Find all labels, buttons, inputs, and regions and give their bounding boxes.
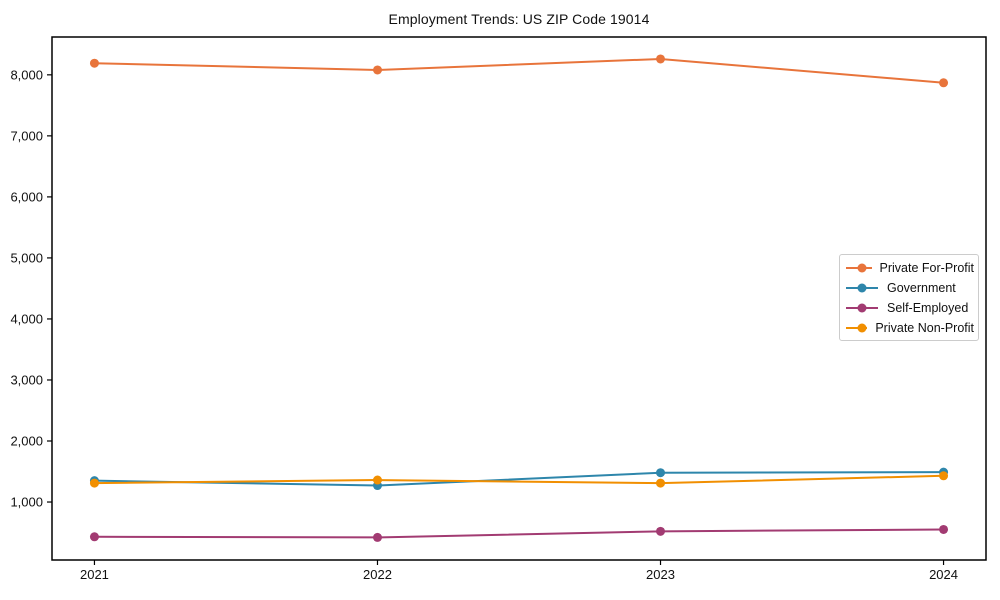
data-point-private-non-profit xyxy=(939,471,949,481)
legend: Private For-Profit Government Self-Employe… xyxy=(839,254,979,341)
data-point-private-for-profit xyxy=(89,58,99,68)
legend-item-label: Government xyxy=(887,280,956,295)
y-axis-tick-label: 8,000 xyxy=(10,67,43,82)
data-point-private-non-profit xyxy=(372,475,382,485)
data-point-private-non-profit xyxy=(89,478,99,488)
x-axis-tick-label: 2024 xyxy=(929,567,958,582)
data-point-self-employed xyxy=(372,532,382,542)
y-axis-tick-label: 3,000 xyxy=(10,372,43,387)
chart-title: Employment Trends: US ZIP Code 19014 xyxy=(388,11,650,27)
data-point-self-employed xyxy=(656,526,666,536)
legend-item-label: Private For-Profit xyxy=(879,260,974,275)
data-point-government xyxy=(656,468,666,478)
legend-item-self-employed: Self-Employed xyxy=(845,298,974,317)
y-axis-tick-label: 5,000 xyxy=(10,250,43,265)
series-line-private-non-profit xyxy=(93,474,945,485)
plot-border xyxy=(51,36,987,561)
series-line-government xyxy=(93,471,945,487)
legend-item-government: Government xyxy=(845,278,974,297)
legend-line-marker-icon xyxy=(846,263,872,272)
y-axis-tick-label: 1,000 xyxy=(10,495,43,510)
legend-item-label: Self-Employed xyxy=(887,300,969,315)
x-axis-tick-label: 2023 xyxy=(646,567,675,582)
data-point-private-for-profit xyxy=(656,54,666,64)
x-axis-tick-label: 2021 xyxy=(80,567,109,582)
data-point-private-for-profit xyxy=(372,65,382,75)
legend-line-marker-icon xyxy=(846,323,868,332)
data-point-private-non-profit xyxy=(656,478,666,488)
legend-item-label: Private Non-Profit xyxy=(875,320,974,335)
data-point-private-for-profit xyxy=(939,78,949,88)
y-axis-tick-label: 2,000 xyxy=(10,433,43,448)
data-point-self-employed xyxy=(89,532,99,542)
y-axis-tick-label: 6,000 xyxy=(10,189,43,204)
y-axis-tick-label: 4,000 xyxy=(10,311,43,326)
legend-item-private-non-profit: Private Non-Profit xyxy=(845,318,974,337)
data-point-self-employed xyxy=(939,524,949,534)
x-axis-tick-label: 2022 xyxy=(363,567,392,582)
legend-line-marker-icon xyxy=(846,303,878,312)
legend-line-marker-icon xyxy=(846,283,878,292)
series-line-self-employed xyxy=(93,528,945,539)
legend-item-private-for-profit: Private For-Profit xyxy=(845,258,974,277)
y-axis-tick-label: 7,000 xyxy=(10,128,43,143)
series-line-private-for-profit xyxy=(93,57,945,84)
